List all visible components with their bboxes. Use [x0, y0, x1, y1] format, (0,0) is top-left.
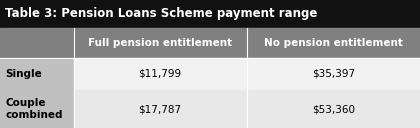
- Bar: [74, 90, 247, 128]
- Text: Table 3: Pension Loans Scheme payment range: Table 3: Pension Loans Scheme payment ra…: [5, 7, 318, 20]
- Bar: [74, 58, 247, 90]
- Text: Single: Single: [5, 69, 42, 79]
- Text: Full pension entitlement: Full pension entitlement: [88, 38, 232, 48]
- Bar: [0, 28, 420, 58]
- Bar: [247, 90, 420, 128]
- Text: $17,787: $17,787: [139, 104, 182, 114]
- Text: No pension entitlement: No pension entitlement: [264, 38, 403, 48]
- Text: $11,799: $11,799: [139, 69, 182, 79]
- Bar: [0, 58, 74, 90]
- Bar: [247, 58, 420, 90]
- Bar: [0, 90, 74, 128]
- Text: $35,397: $35,397: [312, 69, 355, 79]
- Text: $53,360: $53,360: [312, 104, 355, 114]
- Bar: [0, 0, 420, 28]
- Text: Couple
combined: Couple combined: [5, 98, 63, 120]
